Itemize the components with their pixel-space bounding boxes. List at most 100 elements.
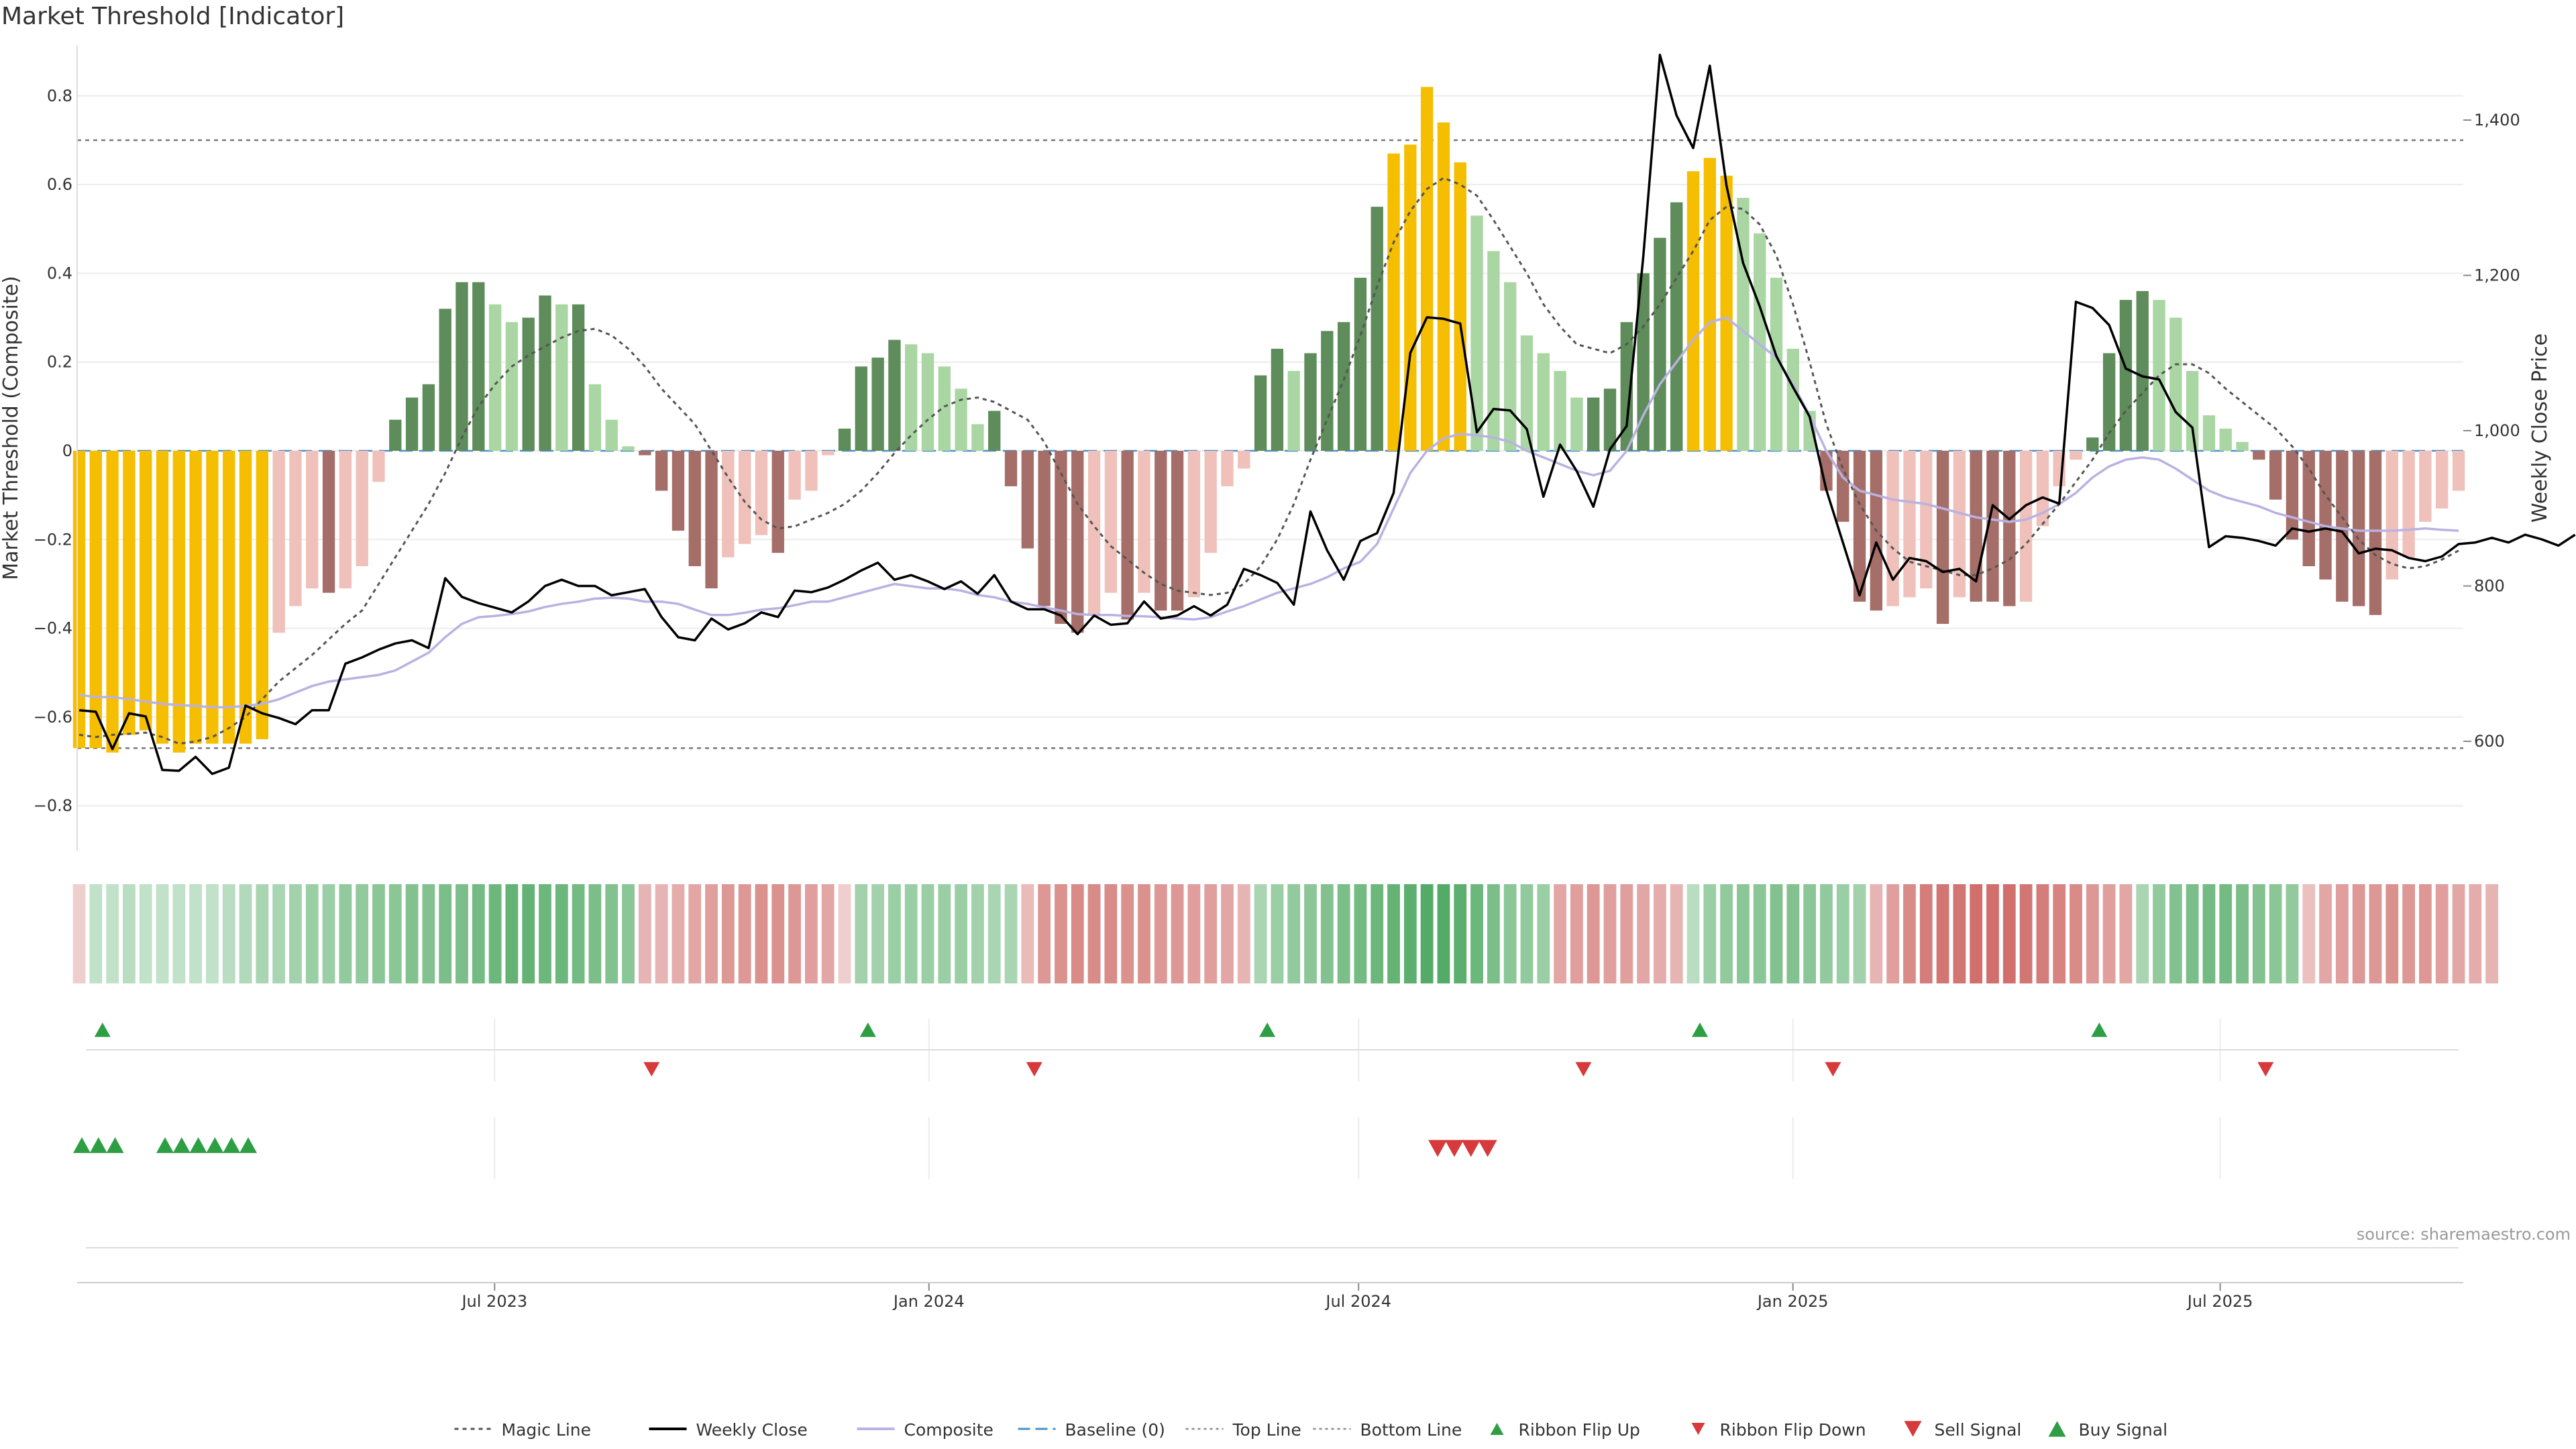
ribbon-cell bbox=[139, 884, 152, 983]
reference-lines bbox=[77, 139, 2463, 749]
composite-bar bbox=[1936, 451, 1949, 624]
ribbon-cell bbox=[1620, 884, 1633, 983]
legend-label: Bottom Line bbox=[1360, 1420, 1462, 1440]
composite-bar bbox=[2336, 451, 2349, 602]
ribbon-cell bbox=[505, 884, 519, 983]
composite-bar bbox=[1886, 451, 1899, 606]
ribbon-cell bbox=[1337, 884, 1350, 983]
ribbon-cell bbox=[987, 884, 1001, 983]
legend-label: Buy Signal bbox=[2079, 1420, 2168, 1440]
legend-swatch bbox=[1904, 1421, 1922, 1437]
composite-bar bbox=[1087, 451, 1101, 615]
magic-line bbox=[78, 176, 2459, 745]
composite-bar bbox=[2269, 451, 2282, 500]
composite-bar bbox=[2086, 437, 2099, 451]
ribbon-cell bbox=[422, 884, 435, 983]
ribbon-cell bbox=[755, 884, 768, 983]
composite-bar bbox=[2419, 451, 2432, 522]
ribbon-cell bbox=[1387, 884, 1400, 983]
ribbon-cell bbox=[455, 884, 468, 983]
composite-bar bbox=[372, 451, 385, 482]
ribbon-cell bbox=[2169, 884, 2182, 983]
ribbon-cell bbox=[2302, 884, 2316, 983]
ribbon-cell bbox=[1670, 884, 1683, 983]
ribbon-cell bbox=[688, 884, 702, 983]
ribbon-cell bbox=[1886, 884, 1900, 983]
y2-axis-label: Weekly Close Price bbox=[2528, 333, 2552, 523]
ribbon-cell bbox=[1454, 884, 1467, 983]
ribbon-cell bbox=[1221, 884, 1234, 983]
composite-bar bbox=[455, 282, 468, 451]
ribbon-cell bbox=[339, 884, 352, 983]
composite-bar bbox=[172, 451, 186, 753]
composite-bar bbox=[1221, 451, 1234, 486]
legend: Magic Line Weekly Close Composite Baseline … bbox=[454, 1420, 2168, 1440]
ribbon-flip-down-marker bbox=[1825, 1062, 1841, 1077]
ribbon-cell bbox=[1354, 884, 1367, 983]
y-tick-label: 0.2 bbox=[47, 353, 72, 372]
ribbon-cell bbox=[156, 884, 169, 983]
ribbon-cell bbox=[1520, 884, 1534, 983]
y-tick-label: −0.8 bbox=[34, 796, 72, 815]
composite-bar bbox=[1238, 451, 1250, 469]
legend-swatch bbox=[2048, 1421, 2066, 1437]
x-tick-label: Jul 2023 bbox=[460, 1292, 527, 1311]
ribbon-cell bbox=[1870, 884, 1883, 983]
ribbon-cell bbox=[1187, 884, 1201, 983]
ribbon-cell bbox=[1104, 884, 1118, 983]
ribbon-cell bbox=[1237, 884, 1250, 983]
ribbon-cell bbox=[2269, 884, 2282, 983]
ribbon-flip-up-marker bbox=[859, 1022, 876, 1037]
composite-bar bbox=[838, 428, 851, 451]
ribbon-cell bbox=[106, 884, 119, 983]
ribbon-cell bbox=[1437, 884, 1450, 983]
composite-bar bbox=[1104, 451, 1118, 593]
composite-bar bbox=[555, 304, 568, 451]
legend-swatch bbox=[1490, 1423, 1504, 1435]
composite-bar bbox=[1454, 162, 1466, 451]
composite-bar bbox=[389, 419, 402, 451]
x-tick-label: Jan 2024 bbox=[892, 1292, 965, 1311]
composite-bar bbox=[1554, 370, 1566, 451]
y2-tick-label: 600 bbox=[2474, 732, 2505, 751]
ribbon-cell bbox=[1287, 884, 1301, 983]
legend-label: Top Line bbox=[1232, 1420, 1301, 1440]
ribbon-cell bbox=[1087, 884, 1101, 983]
ribbon-cell bbox=[2252, 884, 2265, 983]
ribbon-cell bbox=[2086, 884, 2099, 983]
composite-bar bbox=[2302, 451, 2315, 566]
ribbon-cell bbox=[1004, 884, 1018, 983]
composite-bar bbox=[2436, 451, 2449, 508]
ribbon-cell bbox=[938, 884, 951, 983]
ribbon-cell bbox=[2236, 884, 2249, 983]
ribbon-cell bbox=[638, 884, 651, 983]
x-tick-label: Jul 2024 bbox=[1324, 1292, 1391, 1311]
ribbon-cell bbox=[1720, 884, 1733, 983]
ribbon-cell bbox=[1021, 884, 1034, 983]
axes: −0.8 −0.6 −0.4 −0.2 0 0.2 0.4 0.6 0.8 600 800 1,000… bbox=[0, 46, 2552, 851]
ribbon-cell bbox=[738, 884, 751, 983]
y-axis-label: Market Threshold (Composite) bbox=[0, 276, 23, 580]
ribbon-flip-up-marker bbox=[1692, 1022, 1708, 1037]
ribbon-cell bbox=[206, 884, 219, 983]
composite-bar bbox=[2153, 300, 2165, 451]
composite-bar bbox=[1004, 451, 1018, 486]
ribbon-cell bbox=[788, 884, 801, 983]
composite-bar bbox=[1155, 451, 1167, 611]
buy-signal-marker bbox=[206, 1137, 224, 1153]
composite-bar bbox=[1737, 197, 1750, 451]
legend-item-bottom: Bottom Line bbox=[1313, 1420, 1462, 1440]
ribbon-cell bbox=[2019, 884, 2033, 983]
ribbon-cell bbox=[1487, 884, 1500, 983]
ribbon-cell bbox=[2202, 884, 2216, 983]
composite-bar bbox=[1670, 202, 1683, 451]
composite-bar bbox=[1304, 353, 1317, 451]
composite-bar bbox=[1637, 273, 1650, 451]
composite-bar bbox=[505, 322, 519, 451]
composite-bar bbox=[1121, 451, 1134, 620]
composite-bar bbox=[239, 451, 252, 744]
ribbon-cell bbox=[322, 884, 335, 983]
ribbon-cell bbox=[1970, 884, 1983, 983]
ribbon-cell bbox=[1171, 884, 1184, 983]
